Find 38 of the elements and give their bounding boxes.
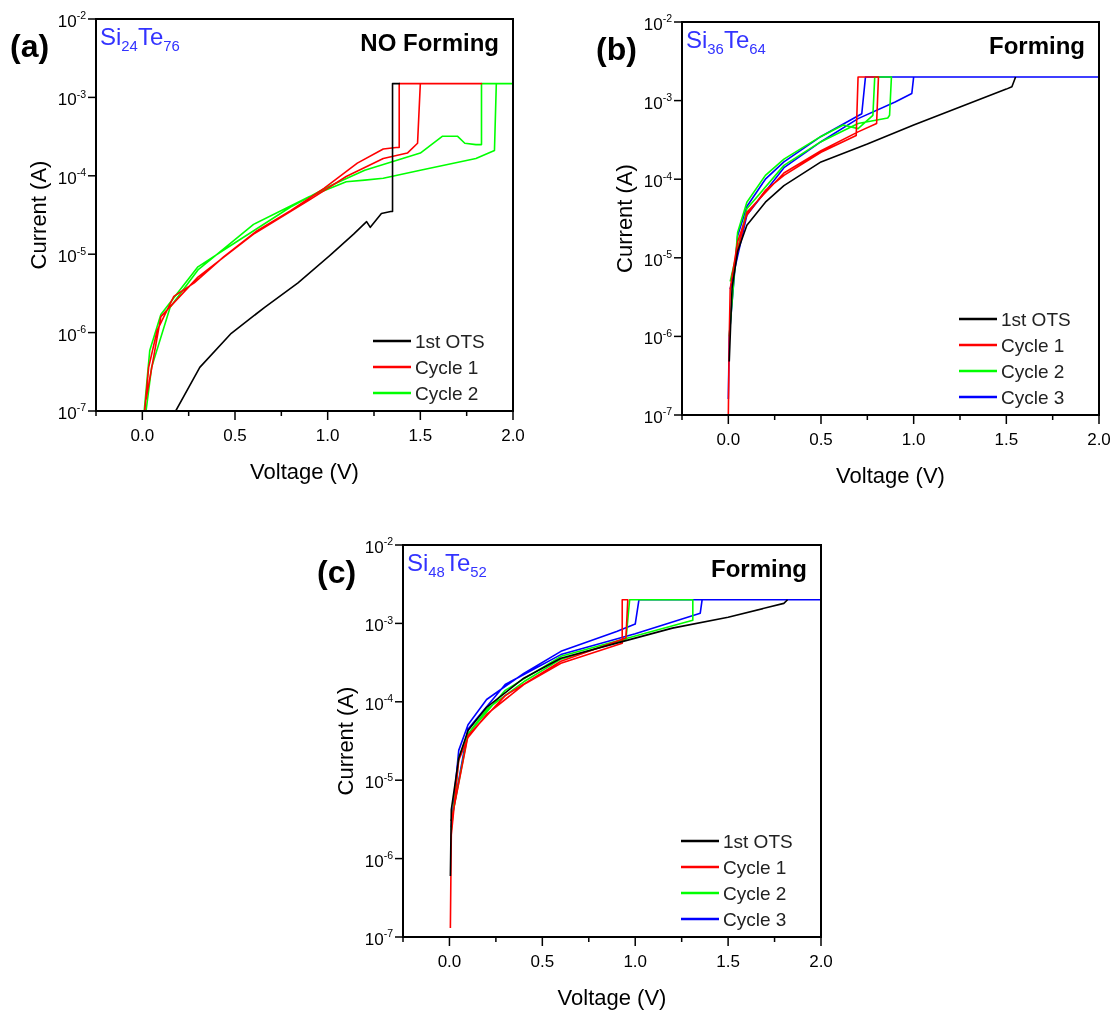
x-tick-label: 1.5 [408, 426, 433, 445]
legend-label: Cycle 3 [723, 909, 787, 930]
x-tick-label: 2.0 [501, 426, 525, 445]
x-tick-label: 0.0 [437, 952, 462, 971]
x-tick-label: 0.0 [716, 430, 741, 449]
legend-label: Cycle 1 [1001, 335, 1065, 356]
x-tick-label: 0.0 [130, 426, 155, 445]
chart-title: (c) [317, 554, 357, 590]
legend-label: 1st OTS [1001, 309, 1071, 330]
x-tick-label: 0.5 [530, 952, 555, 971]
chart-title: (b) [596, 31, 637, 67]
x-axis-title: Voltage (V) [250, 459, 359, 484]
x-axis-title: Voltage (V) [836, 463, 945, 488]
x-tick-label: 0.5 [809, 430, 833, 449]
legend-label: 1st OTS [723, 831, 793, 852]
legend-label: 1st OTS [415, 331, 485, 352]
legend-label: Cycle 2 [723, 883, 787, 904]
legend-label: Cycle 3 [1001, 387, 1065, 408]
annotation: Forming [989, 32, 1086, 59]
x-tick-label: 1.0 [315, 426, 340, 445]
annotation: Forming [711, 555, 808, 582]
annotation: NO Forming [360, 29, 499, 56]
x-tick-label: 1.0 [901, 430, 926, 449]
legend-label: Cycle 1 [723, 857, 787, 878]
y-axis-title: Current (A) [612, 164, 637, 273]
y-axis-title: Current (A) [333, 686, 358, 796]
x-tick-label: 1.5 [994, 430, 1019, 449]
chart-title: (a) [10, 28, 50, 64]
y-axis-title: Current (A) [26, 160, 51, 270]
x-axis-title: Voltage (V) [557, 985, 667, 1010]
x-tick-label: 0.5 [223, 426, 247, 445]
legend-label: Cycle 1 [415, 357, 479, 378]
legend-label: Cycle 2 [415, 383, 479, 404]
x-tick-label: 2.0 [1087, 430, 1111, 449]
legend-label: Cycle 2 [1001, 361, 1065, 382]
x-tick-label: 2.0 [809, 952, 833, 971]
x-tick-label: 1.0 [623, 952, 648, 971]
x-tick-label: 1.5 [716, 952, 740, 971]
